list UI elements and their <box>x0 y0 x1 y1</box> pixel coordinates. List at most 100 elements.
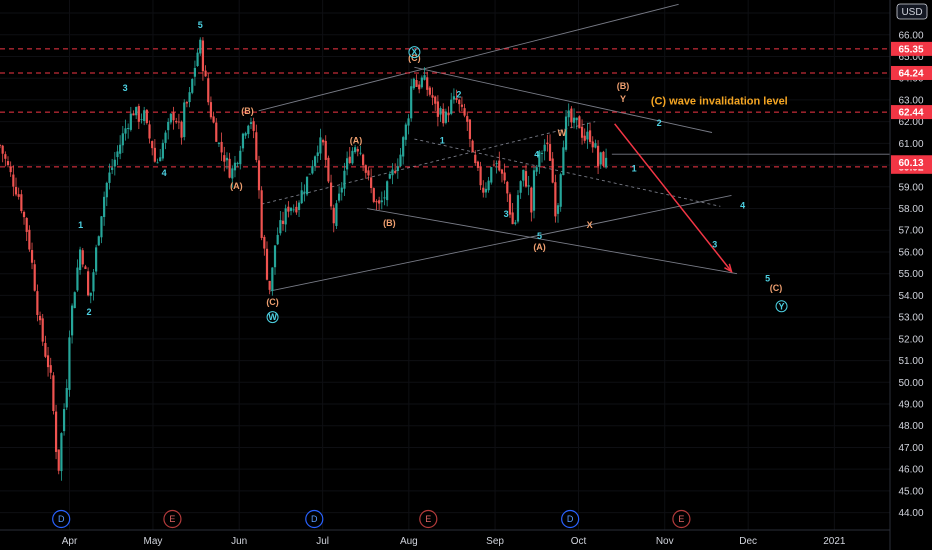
level-price-label: 64.24 <box>898 68 923 79</box>
wave-label: 5 <box>765 273 770 283</box>
current-price-box <box>891 155 932 170</box>
invalidation-annotation: (C) wave invalidation level <box>651 95 788 107</box>
candle-body <box>305 176 309 195</box>
candle-body <box>386 181 389 201</box>
candle-body <box>281 220 285 224</box>
candle-body <box>54 411 58 452</box>
candle-body <box>52 375 55 412</box>
candle-body <box>313 156 317 167</box>
wave-label: (A) <box>230 181 243 191</box>
candle-body <box>57 449 60 471</box>
trendline <box>414 66 713 133</box>
currency-badge-box[interactable] <box>896 3 928 20</box>
wave-circled-label: X <box>411 47 417 57</box>
time-tick-label: Nov <box>656 536 674 547</box>
candle-body <box>487 180 490 191</box>
earnings-marker <box>419 509 438 529</box>
currency-label[interactable]: USD <box>901 7 922 18</box>
candle-body <box>460 104 464 107</box>
candle-body <box>79 249 82 270</box>
candle-body <box>279 220 282 234</box>
candle-body <box>492 164 496 166</box>
candle-body <box>388 173 391 179</box>
candle-body <box>164 132 167 143</box>
candle-body <box>412 78 415 89</box>
candle-body <box>204 70 207 77</box>
candle-body <box>308 173 311 175</box>
projection-line <box>614 123 733 272</box>
wave-label: (B) <box>617 81 630 91</box>
candle-body <box>247 125 250 135</box>
candle-body <box>362 154 365 166</box>
candle-body <box>551 158 554 183</box>
candle-body <box>44 343 47 357</box>
candle-body <box>354 147 357 153</box>
candle-body <box>217 142 221 145</box>
candle-body <box>116 151 119 158</box>
dividend-marker <box>561 509 580 529</box>
candle-body <box>255 132 258 160</box>
candle-body <box>60 433 63 472</box>
candle-body <box>265 248 269 280</box>
wave-label: 3 <box>504 209 509 219</box>
dividend-marker <box>305 509 324 529</box>
candle-body <box>596 145 600 167</box>
candle-body <box>81 250 84 265</box>
candle-body <box>522 169 525 181</box>
candle-body <box>273 245 277 268</box>
candle-body <box>508 194 512 215</box>
candle-body <box>169 113 172 123</box>
candle-body <box>95 247 98 272</box>
candle-body <box>180 121 183 138</box>
wave-circle <box>266 311 279 324</box>
candle-body <box>479 167 482 186</box>
candle-body <box>580 126 584 138</box>
projection-arrow <box>614 123 733 274</box>
candle-body <box>193 67 197 77</box>
candle-body <box>159 157 162 162</box>
candle-body <box>370 177 373 189</box>
time-tick-label: Sep <box>486 536 504 547</box>
candlesticks <box>0 37 608 481</box>
wave-label: 3 <box>123 83 128 93</box>
candle-body <box>249 122 253 124</box>
price-tick-label: 61.00 <box>898 139 923 150</box>
candle-body <box>252 121 255 131</box>
candle-body <box>332 207 335 224</box>
candle-body <box>599 152 602 165</box>
time-axis[interactable]: Apr May Jun Jul Aug Sep Oct Nov Dec 2021 <box>0 529 890 547</box>
earnings-marker-label: E <box>678 514 684 524</box>
candle-body <box>418 84 421 90</box>
candle-body <box>244 133 247 136</box>
price-axis[interactable]: 44.00 45.00 46.00 47.00 48.00 49.00 50.00 51.00… <box>889 0 932 550</box>
currency-badge[interactable]: USD <box>896 3 928 20</box>
wave-label: Y <box>620 94 626 104</box>
candle-body <box>572 117 576 123</box>
price-tick-label: 53.00 <box>898 313 923 324</box>
candle-body <box>535 167 538 172</box>
candle-body <box>287 206 290 212</box>
candle-body <box>602 151 605 166</box>
candle-body <box>452 96 455 100</box>
candle-body <box>562 147 565 176</box>
candle-body <box>6 161 10 166</box>
candle-body <box>263 236 266 249</box>
trendlines <box>258 3 890 292</box>
candle-body <box>548 144 552 161</box>
wave-label: (B) <box>383 218 396 228</box>
candle-body <box>28 229 31 250</box>
candle-body <box>490 167 493 183</box>
candle-body <box>188 92 191 103</box>
candle-body <box>378 200 381 204</box>
time-tick-label: Jul <box>316 536 329 547</box>
candle-body <box>292 209 295 211</box>
candle-body <box>62 409 66 432</box>
time-tick-label: Oct <box>571 536 587 547</box>
wave-label: 4 <box>162 168 167 178</box>
candle-body <box>396 166 399 171</box>
candle-body <box>156 162 159 164</box>
price-tick-label: 57.00 <box>898 226 923 237</box>
candle-body <box>220 141 223 153</box>
